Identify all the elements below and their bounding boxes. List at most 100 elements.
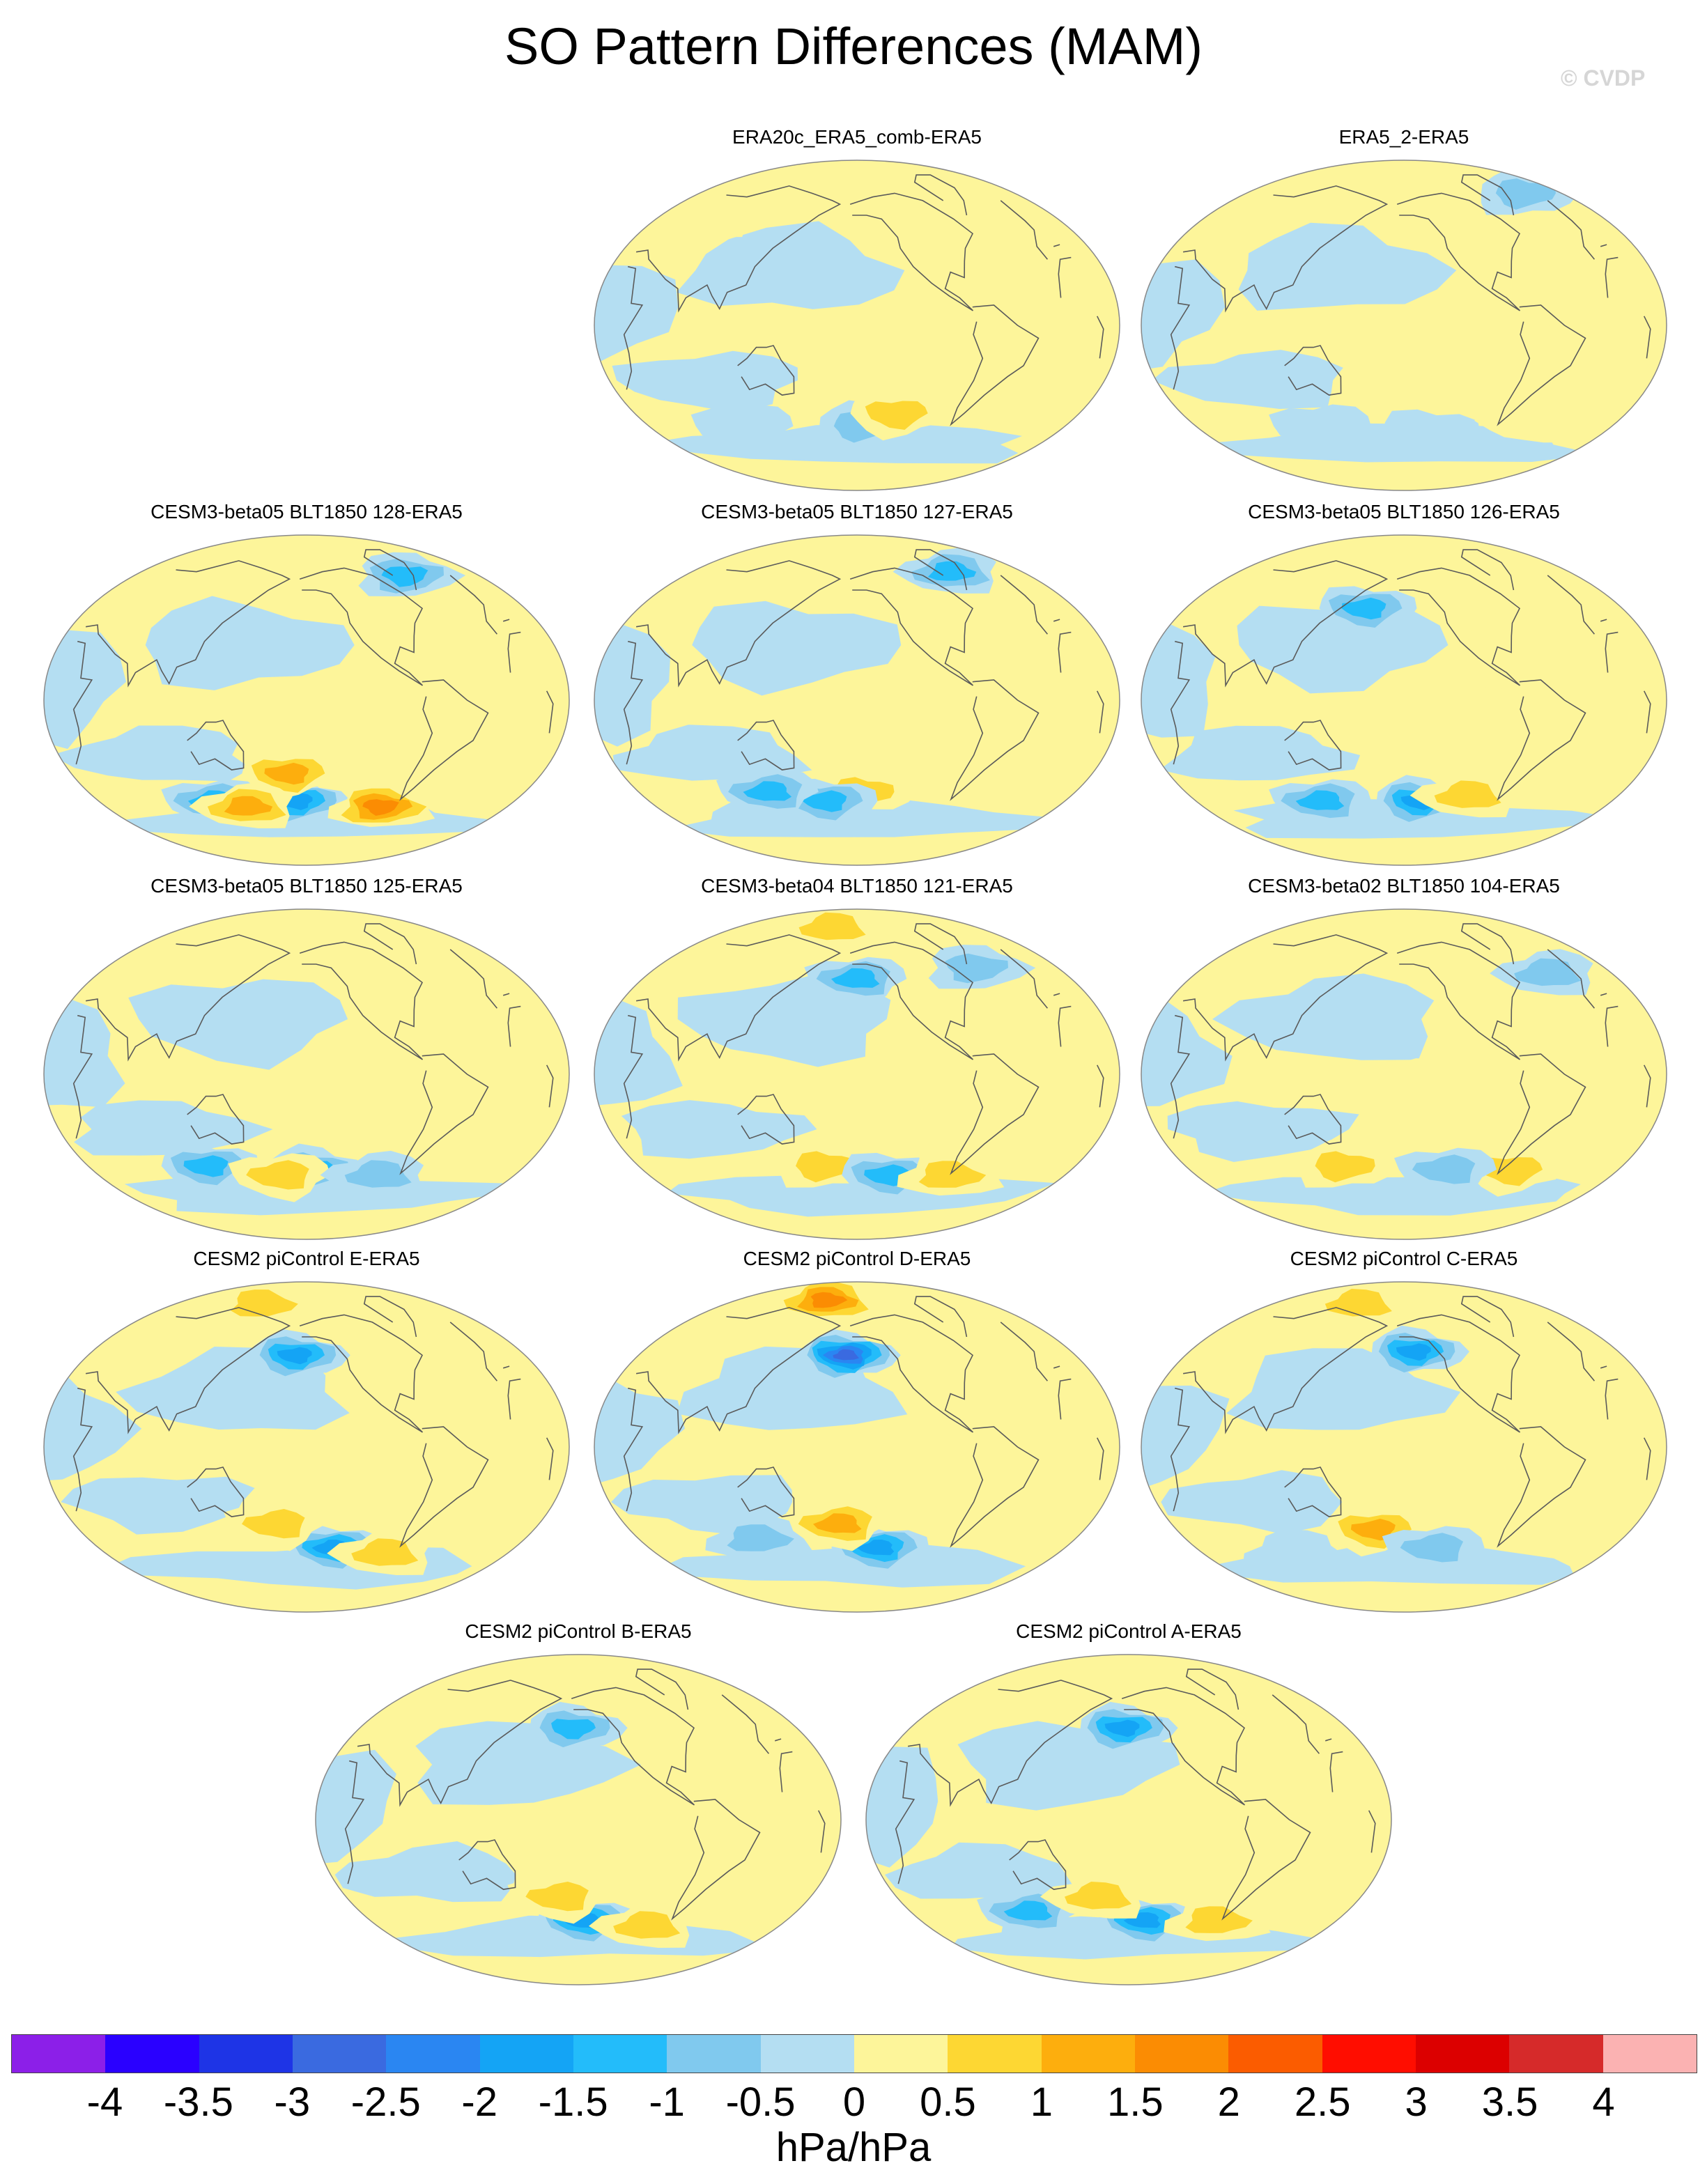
coastline <box>1497 304 1586 426</box>
coastline <box>399 1053 489 1175</box>
anomaly-contour <box>1396 1343 1431 1361</box>
colorbar-tick-label: 0.5 <box>920 2080 976 2125</box>
coastline <box>1182 934 1607 1062</box>
shading-band <box>495 1806 761 1874</box>
anomaly-contour <box>743 781 792 801</box>
anomaly-contour <box>224 796 273 816</box>
coastline <box>1182 185 1607 313</box>
coastline <box>1182 560 1607 688</box>
map-panel: CESM2 piControl E-ERA5 <box>38 1247 575 1620</box>
shading-band <box>1141 997 1233 1107</box>
colorbar-tick-label: 3 <box>1405 2080 1428 2125</box>
shading-band <box>884 1842 1075 1900</box>
colorbar-swatch <box>1509 2035 1603 2073</box>
coastline <box>950 304 1040 426</box>
shading-band <box>61 1476 255 1535</box>
coastline <box>458 1839 516 1890</box>
coastline <box>635 185 1060 313</box>
panel-title: CESM2 piControl C-ERA5 <box>1290 1248 1518 1269</box>
coastline <box>913 1296 968 1338</box>
colorbar-tick-label: -0.5 <box>725 2080 796 2125</box>
shading-band <box>1141 621 1216 738</box>
shading-band <box>789 307 1042 375</box>
shading-band <box>594 1370 685 1489</box>
world-map <box>43 1281 570 1613</box>
coastline <box>187 1466 245 1517</box>
panel-title: CESM3-beta05 BLT1850 128-ERA5 <box>150 501 463 522</box>
shading-band <box>1310 686 1572 757</box>
coastline <box>950 1426 1040 1548</box>
coastline <box>357 1680 782 1807</box>
map-panel: ERA20c_ERA5_comb-ERA5 <box>589 125 1125 499</box>
coastline <box>187 720 245 770</box>
anomaly-contour <box>1485 575 1593 620</box>
colorbar-swatch <box>1415 2035 1510 2073</box>
coastline <box>950 1053 1040 1175</box>
anomaly-contour <box>183 1155 229 1177</box>
anomaly-contour <box>1065 1882 1132 1910</box>
anomaly-contour <box>1412 1154 1476 1184</box>
coastline <box>623 631 1104 765</box>
coastline <box>85 560 510 688</box>
shading-band <box>1141 254 1226 373</box>
anomaly-contour <box>381 566 428 587</box>
map-panel: CESM2 piControl B-ERA5 <box>310 1620 847 1993</box>
shading-band <box>415 1721 642 1805</box>
anomaly-contour <box>277 1347 312 1365</box>
coastline <box>623 256 1104 390</box>
shading-band <box>212 1432 488 1494</box>
shading-band <box>365 973 504 1042</box>
anomaly-contour <box>646 191 750 238</box>
figure-title: SO Pattern Differences (MAM) <box>504 17 1203 75</box>
anomaly-contour <box>831 968 880 988</box>
coastline <box>737 1466 795 1517</box>
anomaly-contour <box>945 953 1008 984</box>
shading-band <box>1159 725 1361 781</box>
map-outline <box>594 160 1120 491</box>
anomaly-contour <box>231 1290 298 1317</box>
anomaly-contour <box>1480 1157 1543 1186</box>
shading-band <box>922 229 1051 302</box>
map-outline <box>865 1654 1392 1985</box>
anomaly-contour <box>1243 1528 1350 1574</box>
colorbar-swatch <box>760 2035 854 2073</box>
anomaly-contour <box>183 921 291 966</box>
coastline <box>399 679 489 801</box>
colorbar-tick-label: -3 <box>274 2080 311 2125</box>
anomaly-contour <box>1341 597 1387 620</box>
world-map <box>865 1654 1392 1985</box>
anomaly-contour <box>798 912 866 940</box>
anomaly-contour <box>1400 1533 1464 1563</box>
map-outline <box>43 908 570 1240</box>
map-panel: CESM2 piControl C-ERA5 <box>1136 1247 1672 1620</box>
shading-band <box>612 350 798 414</box>
coastline <box>849 1314 974 1433</box>
shading-band <box>594 622 671 747</box>
coastline <box>737 345 795 396</box>
coastline <box>737 1094 795 1145</box>
map-panel: ERA5_2-ERA5 <box>1136 125 1672 499</box>
cvdp-watermark: © CVDP <box>1561 65 1646 91</box>
shading-band <box>1325 1432 1598 1497</box>
anomaly-contour <box>796 1151 856 1183</box>
anomaly-contour <box>1269 404 1371 454</box>
colorbar-tick-label: 4 <box>1592 2080 1615 2125</box>
anomaly-contour <box>791 535 899 578</box>
coastline <box>1460 1296 1515 1338</box>
map-outline <box>43 534 570 866</box>
map-panel: CESM2 piControl D-ERA5 <box>589 1247 1125 1620</box>
shading-band <box>1238 222 1457 311</box>
coastline <box>1460 174 1515 216</box>
anomaly-contour <box>362 799 399 816</box>
anomaly-contour <box>242 1509 305 1539</box>
anomaly-contour <box>1123 1912 1161 1928</box>
coastline <box>635 1668 689 1710</box>
colorbar-swatch <box>948 2035 1042 2073</box>
anomaly-contour <box>1003 1900 1053 1921</box>
world-map <box>1141 908 1667 1240</box>
shading-band <box>145 596 355 690</box>
coastline <box>950 679 1040 801</box>
coastline <box>363 923 417 965</box>
colorbar-units-label: hPa/hPa <box>775 2125 932 2170</box>
shading-band <box>1212 973 1435 1060</box>
